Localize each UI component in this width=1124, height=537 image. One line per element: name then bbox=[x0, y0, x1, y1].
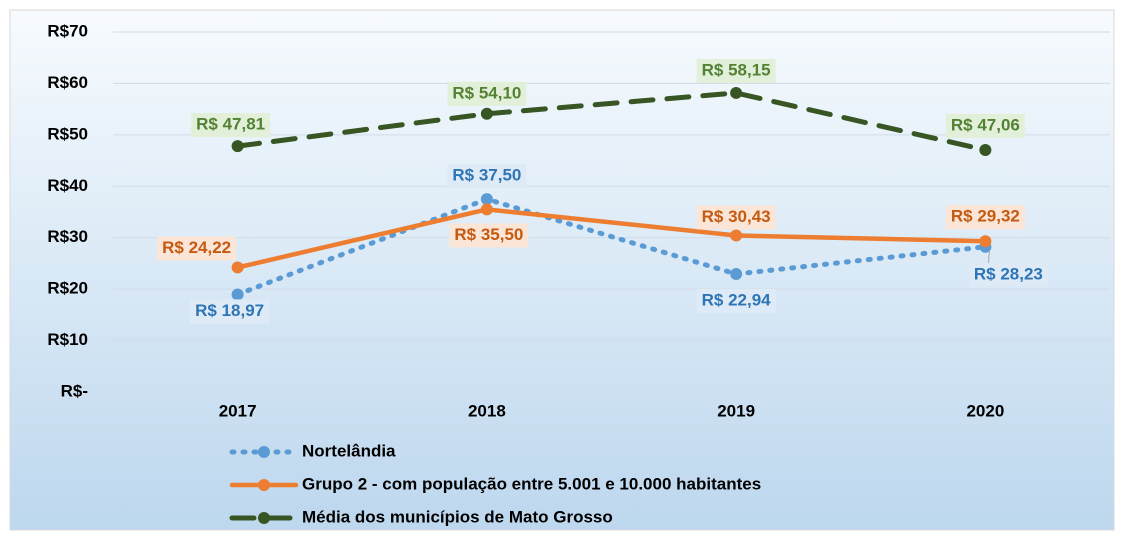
point bbox=[730, 268, 743, 281]
data-label: R$ 35,50 bbox=[449, 223, 529, 248]
series-line bbox=[235, 196, 988, 297]
point bbox=[231, 261, 244, 274]
point bbox=[979, 235, 992, 248]
data-label-bg bbox=[447, 81, 527, 106]
data-label: R$ 29,32 bbox=[945, 205, 1025, 230]
data-label: R$ 47,06 bbox=[945, 113, 1025, 138]
data-label-bg bbox=[945, 113, 1025, 138]
data-label: R$ 30,43 bbox=[696, 205, 776, 230]
chart-area bbox=[9, 9, 1115, 531]
data-label-text: R$ 24,22 bbox=[162, 238, 231, 257]
data-label-text: R$ 22,94 bbox=[702, 291, 772, 310]
data-label: R$ 28,23 bbox=[968, 262, 1048, 287]
x-tick-label: 2020 bbox=[966, 401, 1004, 420]
data-label: R$ 47,81 bbox=[191, 113, 271, 138]
y-tick-label: R$60 bbox=[47, 73, 88, 92]
y-tick-label: R$70 bbox=[47, 21, 88, 40]
data-label: R$ 37,50 bbox=[447, 164, 527, 189]
y-tick-label: R$10 bbox=[47, 330, 88, 349]
data-label-text: R$ 18,97 bbox=[195, 301, 264, 320]
series-line bbox=[235, 90, 988, 153]
point bbox=[231, 288, 244, 301]
y-tick-label: R$30 bbox=[47, 227, 88, 246]
point bbox=[231, 140, 244, 153]
legend-label: Nortelândia bbox=[302, 441, 396, 460]
data-label-bg bbox=[191, 113, 271, 138]
x-tick-label: 2017 bbox=[219, 401, 257, 420]
data-label-text: R$ 30,43 bbox=[702, 207, 771, 226]
x-tick-label: 2018 bbox=[468, 401, 506, 420]
point bbox=[480, 203, 493, 216]
data-label: R$ 58,15 bbox=[696, 58, 776, 83]
legend-label: Grupo 2 - com população entre 5.001 e 10… bbox=[302, 474, 761, 493]
y-tick-label: R$40 bbox=[47, 176, 88, 195]
y-tick-label: R$50 bbox=[47, 124, 88, 143]
legend-marker bbox=[258, 512, 270, 524]
point bbox=[480, 107, 493, 120]
data-label-text: R$ 37,50 bbox=[452, 166, 521, 185]
data-label-text: R$ 28,23 bbox=[974, 264, 1043, 283]
legend-label: Média dos municípios de Mato Grosso bbox=[302, 507, 613, 526]
data-label: R$ 18,97 bbox=[190, 299, 270, 324]
data-label-text: R$ 58,15 bbox=[702, 60, 771, 79]
x-tick-label: 2019 bbox=[717, 401, 755, 420]
legend-marker bbox=[258, 479, 270, 491]
legend-marker bbox=[258, 446, 270, 458]
data-label-bg bbox=[696, 205, 776, 230]
data-label-bg bbox=[945, 205, 1025, 230]
y-tick-label: R$- bbox=[61, 381, 88, 400]
series-line bbox=[235, 207, 988, 270]
point bbox=[730, 229, 743, 242]
data-label: R$ 24,22 bbox=[157, 236, 237, 261]
leader-line bbox=[987, 250, 990, 265]
data-label-bg bbox=[447, 164, 527, 189]
data-label-bg bbox=[968, 262, 1048, 287]
data-label: R$ 54,10 bbox=[447, 81, 527, 106]
data-label: R$ 22,94 bbox=[696, 289, 777, 314]
data-label-bg bbox=[696, 58, 776, 83]
point bbox=[979, 143, 992, 156]
point bbox=[730, 86, 743, 99]
data-label-bg bbox=[157, 236, 237, 261]
point bbox=[480, 193, 493, 206]
data-label-bg bbox=[696, 289, 777, 314]
data-label-bg bbox=[449, 223, 529, 248]
y-tick-label: R$20 bbox=[47, 279, 88, 298]
data-label-bg bbox=[190, 299, 270, 324]
data-label-text: R$ 29,32 bbox=[951, 207, 1020, 226]
data-label-text: R$ 35,50 bbox=[454, 225, 523, 244]
data-label-text: R$ 47,06 bbox=[951, 115, 1020, 134]
data-label-text: R$ 54,10 bbox=[452, 83, 521, 102]
data-label-text: R$ 47,81 bbox=[196, 115, 265, 134]
